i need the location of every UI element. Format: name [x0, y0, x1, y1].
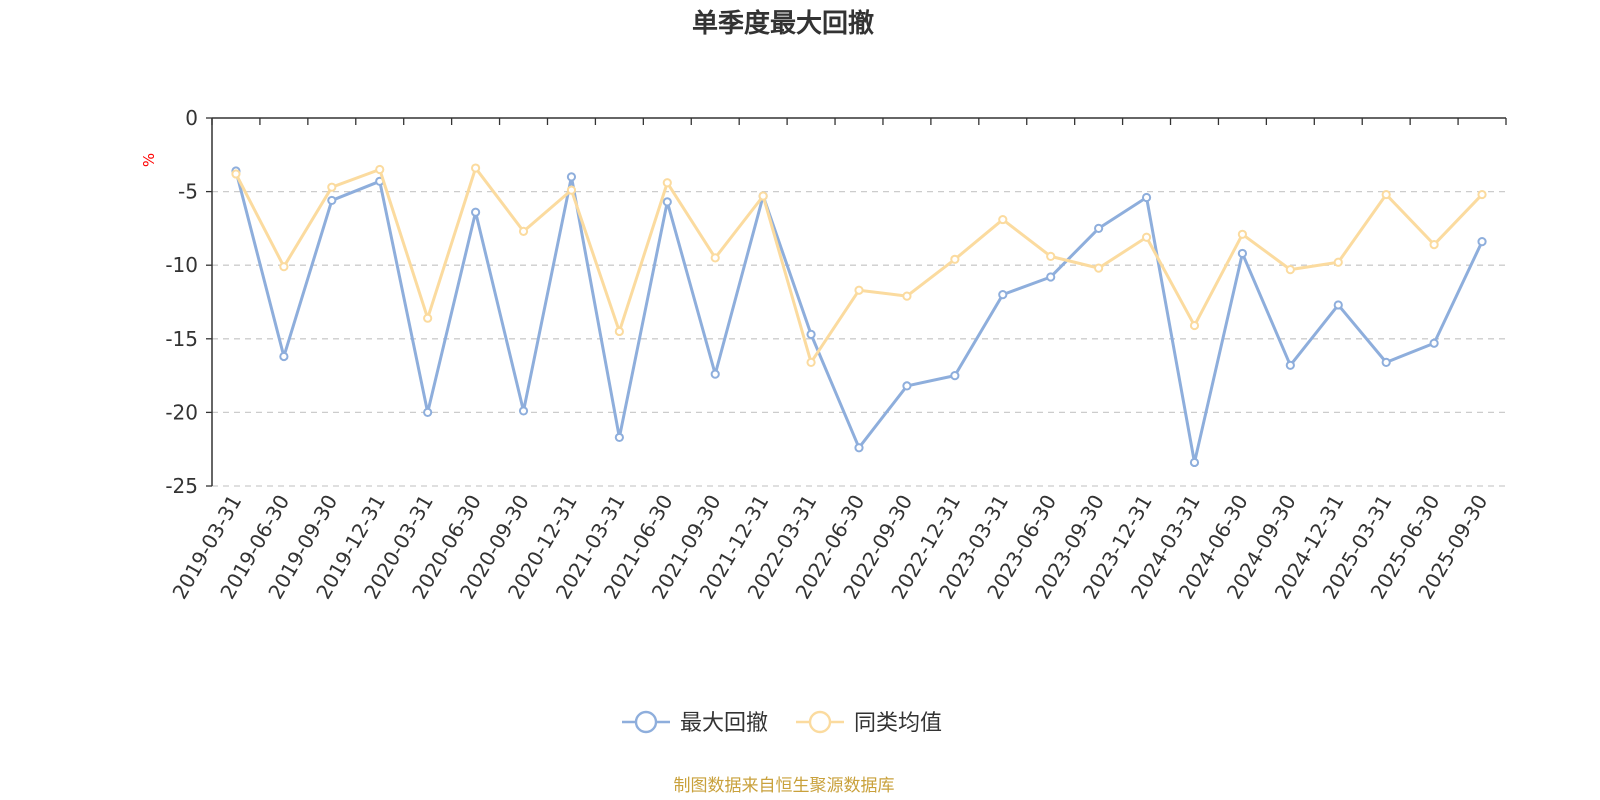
data-point[interactable] — [806, 329, 816, 339]
data-point[interactable] — [327, 182, 337, 192]
y-tick-label: -15 — [165, 327, 198, 351]
series-line — [234, 170, 1484, 464]
data-point[interactable] — [614, 326, 624, 337]
data-point[interactable] — [1285, 360, 1295, 370]
data-point[interactable] — [950, 371, 960, 381]
data-point[interactable] — [423, 407, 433, 417]
series-max-drawdown — [231, 166, 1487, 468]
data-point[interactable] — [614, 432, 624, 443]
data-point[interactable] — [1381, 189, 1391, 200]
y-axis-unit-label: % — [140, 153, 158, 167]
data-point[interactable] — [470, 207, 481, 217]
data-point[interactable] — [1429, 338, 1439, 348]
data-point[interactable] — [998, 214, 1008, 225]
data-point[interactable] — [1477, 189, 1487, 200]
data-source-note: 制图数据来自恒生聚源数据库 — [674, 776, 895, 796]
data-point[interactable] — [1189, 320, 1200, 331]
legend-label: 同类均值 — [854, 711, 942, 736]
legend[interactable]: 最大回撤 同类均值 — [622, 710, 942, 736]
data-point[interactable] — [806, 357, 816, 367]
data-point[interactable] — [566, 185, 577, 195]
legend-marker-icon — [808, 710, 832, 734]
data-point[interactable] — [1046, 272, 1056, 282]
data-point[interactable] — [327, 195, 337, 206]
data-point[interactable] — [1094, 263, 1104, 273]
data-point[interactable] — [1046, 251, 1056, 261]
data-point[interactable] — [1141, 192, 1152, 203]
series-peer-average — [231, 163, 1487, 367]
data-point[interactable] — [758, 191, 768, 201]
data-point[interactable] — [950, 254, 960, 264]
data-point[interactable] — [854, 443, 864, 453]
axes: 0-5-10-15-20-252019-03-312019-06-302019-… — [165, 106, 1507, 603]
data-point[interactable] — [1429, 239, 1439, 250]
data-point[interactable] — [518, 226, 529, 236]
data-point[interactable] — [854, 285, 864, 295]
data-point[interactable] — [1333, 300, 1343, 310]
y-tick-label: -5 — [178, 180, 198, 204]
data-point[interactable] — [279, 262, 289, 272]
data-point[interactable] — [470, 163, 481, 173]
data-point[interactable] — [662, 178, 672, 188]
legend-label: 最大回撤 — [680, 711, 768, 736]
data-point[interactable] — [375, 164, 385, 175]
data-point[interactable] — [902, 381, 912, 391]
data-point[interactable] — [1141, 232, 1152, 242]
data-point[interactable] — [1477, 237, 1487, 247]
data-point[interactable] — [710, 369, 720, 379]
y-tick-label: -20 — [165, 400, 198, 424]
data-point[interactable] — [710, 253, 720, 263]
chart-title: 单季度最大回撤 — [692, 8, 874, 39]
data-series — [231, 163, 1487, 468]
data-point[interactable] — [1189, 457, 1200, 468]
legend-item-max-drawdown[interactable]: 最大回撤 — [622, 710, 768, 736]
legend-item-peer-average[interactable]: 同类均值 — [796, 710, 942, 736]
legend-marker-icon — [634, 710, 658, 734]
data-point[interactable] — [566, 172, 577, 182]
data-point[interactable] — [518, 406, 529, 416]
data-point[interactable] — [423, 313, 433, 323]
data-point[interactable] — [662, 197, 672, 207]
data-point[interactable] — [1237, 248, 1248, 259]
data-point[interactable] — [902, 291, 912, 301]
data-point[interactable] — [1285, 265, 1295, 275]
data-point[interactable] — [1094, 223, 1104, 233]
data-point[interactable] — [1381, 357, 1391, 367]
y-tick-label: -25 — [165, 474, 198, 498]
data-point[interactable] — [998, 290, 1008, 300]
data-point[interactable] — [1237, 229, 1248, 239]
data-point[interactable] — [1333, 257, 1343, 267]
data-point[interactable] — [279, 351, 289, 362]
y-tick-label: -10 — [165, 253, 198, 277]
data-point[interactable] — [231, 169, 241, 179]
y-tick-label: 0 — [185, 106, 198, 130]
